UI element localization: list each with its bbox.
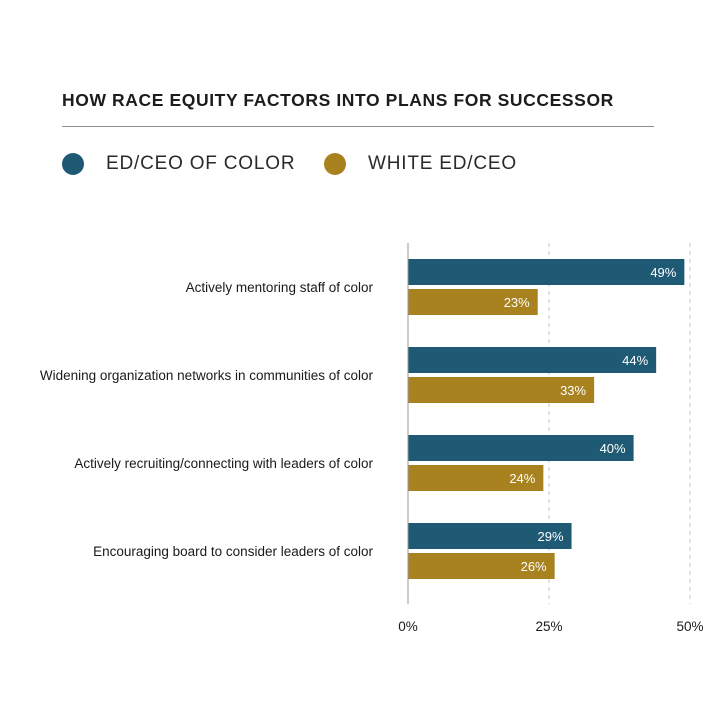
bar-value-label-white-3: 26% bbox=[521, 559, 547, 574]
bar-color-0 bbox=[408, 259, 685, 285]
category-label-0: Actively mentoring staff of color bbox=[186, 280, 374, 295]
bar-value-label-color-3: 29% bbox=[538, 529, 564, 544]
bar-value-label-white-2: 24% bbox=[509, 471, 535, 486]
bar-value-label-white-0: 23% bbox=[504, 295, 530, 310]
chart-title: HOW RACE EQUITY FACTORS INTO PLANS FOR S… bbox=[62, 90, 614, 110]
category-label-2: Actively recruiting/connecting with lead… bbox=[74, 456, 373, 471]
x-tick-label-50: 50% bbox=[676, 619, 703, 634]
bar-color-2 bbox=[408, 435, 634, 461]
category-label-1: Widening organization networks in commun… bbox=[40, 368, 374, 383]
bar-white-0 bbox=[408, 289, 538, 315]
title-rule bbox=[62, 126, 654, 127]
legend-label-color: ED/CEO OF COLOR bbox=[106, 153, 296, 174]
bar-white-1 bbox=[408, 377, 595, 403]
legend-item-color: ED/CEO OF COLOR bbox=[62, 150, 295, 178]
x-tick-label-0: 0% bbox=[398, 619, 418, 634]
bar-value-label-color-0: 49% bbox=[650, 265, 676, 280]
category-label-3: Encouraging board to consider leaders of… bbox=[93, 544, 373, 559]
legend-swatch-color bbox=[62, 153, 84, 175]
bar-color-1 bbox=[408, 347, 657, 373]
legend-item-white: WHITE ED/CEO bbox=[324, 150, 517, 178]
bar-color-3 bbox=[408, 523, 572, 549]
bar-value-label-color-1: 44% bbox=[622, 353, 648, 368]
bar-value-label-color-2: 40% bbox=[600, 441, 626, 456]
bar-value-label-white-1: 33% bbox=[560, 383, 586, 398]
bar-white-3 bbox=[408, 553, 555, 579]
x-tick-label-25: 25% bbox=[535, 619, 562, 634]
legend-label-white: WHITE ED/CEO bbox=[368, 153, 517, 174]
legend-swatch-white bbox=[324, 153, 346, 175]
bar-white-2 bbox=[408, 465, 544, 491]
